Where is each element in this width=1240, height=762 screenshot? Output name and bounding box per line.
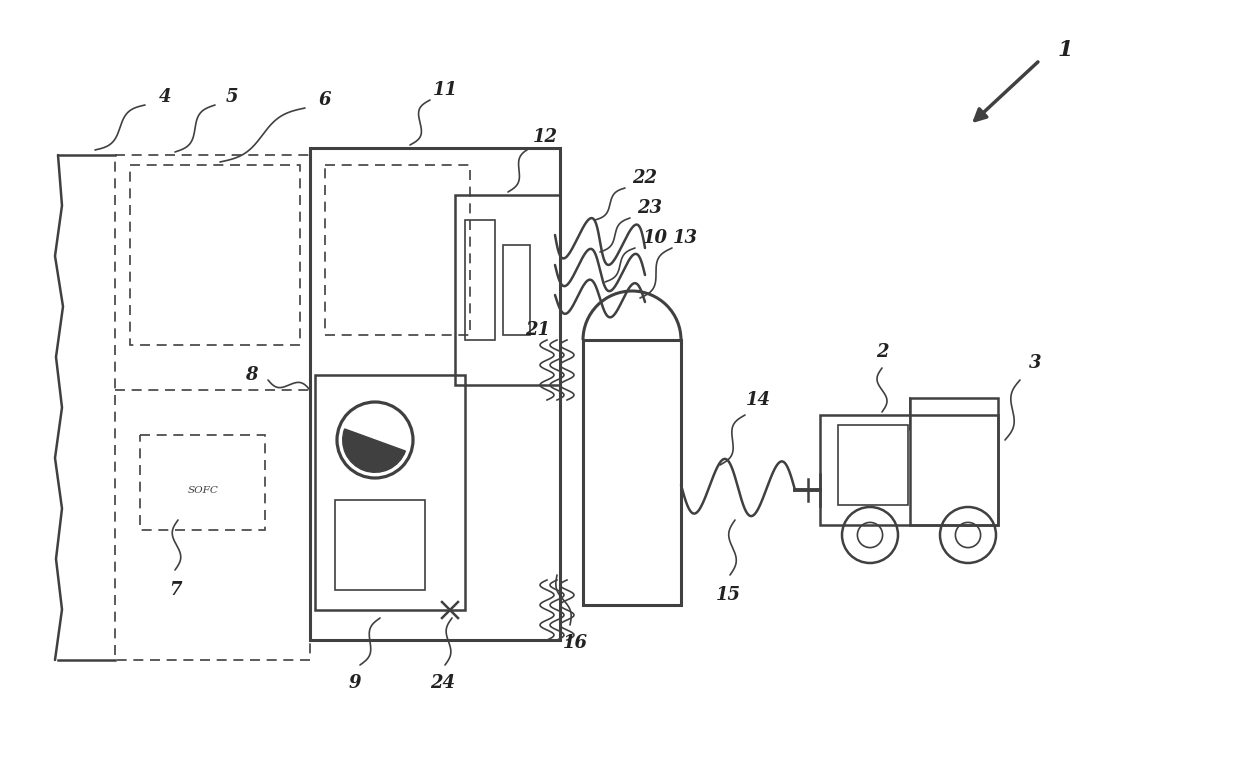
Text: 22: 22 (632, 169, 657, 187)
Bar (820, 415, 998, 525)
Bar (115, 155, 310, 660)
Text: 16: 16 (563, 634, 588, 652)
Text: 23: 23 (637, 199, 662, 217)
Text: 21: 21 (526, 321, 551, 339)
Bar (465, 220, 495, 340)
Bar (455, 195, 560, 385)
Text: 9: 9 (348, 674, 361, 692)
Text: 1: 1 (1058, 39, 1073, 61)
Text: 11: 11 (433, 81, 458, 99)
Text: 13: 13 (672, 229, 697, 247)
Wedge shape (342, 429, 405, 472)
Bar (583, 340, 681, 605)
Text: 10: 10 (642, 229, 667, 247)
Bar (325, 165, 470, 335)
Text: SOFC: SOFC (187, 485, 218, 495)
Bar (838, 425, 908, 505)
Bar (503, 245, 529, 335)
Text: 5: 5 (226, 88, 238, 106)
Bar (335, 500, 425, 590)
Bar (910, 398, 998, 525)
Bar (315, 375, 465, 610)
Bar (310, 148, 560, 640)
Text: 8: 8 (244, 366, 257, 384)
Text: 2: 2 (875, 343, 888, 361)
Text: 15: 15 (715, 586, 740, 604)
Text: 4: 4 (159, 88, 171, 106)
Text: 7: 7 (169, 581, 181, 599)
Text: 12: 12 (532, 128, 558, 146)
Text: 24: 24 (430, 674, 455, 692)
Bar (130, 165, 300, 345)
Text: 6: 6 (319, 91, 331, 109)
Text: 3: 3 (1029, 354, 1042, 372)
Text: 14: 14 (745, 391, 770, 409)
Bar (140, 435, 265, 530)
